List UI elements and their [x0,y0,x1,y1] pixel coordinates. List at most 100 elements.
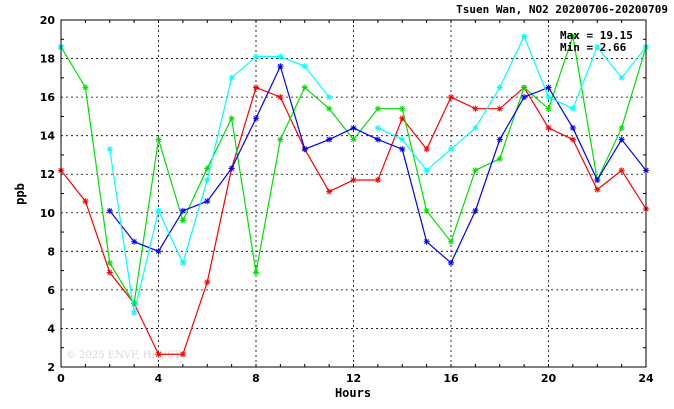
x-tick-label: 8 [252,372,260,385]
data-point [82,198,89,205]
data-point [618,74,625,81]
x-tick-label: 16 [443,372,459,385]
data-point [253,115,259,122]
data-point [545,84,552,91]
data-point [423,146,430,153]
data-point [277,136,284,143]
y-tick-label: 10 [40,207,56,220]
min-label: Min = 2.66 [560,41,627,54]
data-point [472,124,479,131]
data-point [155,351,162,358]
data-point [594,43,601,50]
data-point [228,165,235,172]
data-point [496,105,503,112]
data-point [374,105,381,112]
data-point [374,177,381,184]
data-point [106,207,113,214]
data-point [618,167,625,174]
data-point [594,177,601,184]
data-point [521,94,528,101]
data-point [179,351,186,358]
data-point [374,124,381,131]
data-point [448,146,454,153]
data-point [448,259,454,266]
data-point [301,84,308,91]
data-point [496,155,503,162]
y-tick-label: 6 [47,284,55,297]
data-point [569,105,576,112]
y-tick-label: 8 [47,245,55,258]
data-point [399,136,406,143]
data-point [155,136,162,143]
x-tick-label: 4 [155,372,163,385]
data-point [179,259,186,266]
series-group [58,33,649,358]
data-point [179,207,186,214]
y-tick-label: 12 [40,168,55,181]
data-point [82,84,89,91]
data-point [399,146,406,153]
data-point [253,53,259,60]
data-point [228,115,235,122]
data-point [496,84,503,91]
chart-title: Tsuen Wan, NO2 20200706-20200709 [456,3,668,16]
max-label: Max = 19.15 [560,29,633,42]
watermark: © 2025 ENVF, HKUST [66,350,181,361]
data-point [472,207,479,214]
data-point [569,124,576,131]
data-point [155,248,162,255]
data-point [179,217,186,224]
data-point [569,33,576,40]
data-point [301,146,308,153]
data-point [326,188,333,195]
data-point [448,94,454,101]
data-point [569,136,576,143]
data-point [350,136,357,143]
data-point [106,259,113,266]
data-point [204,198,211,205]
data-point [423,167,430,174]
data-point [350,124,357,131]
data-point [228,74,235,81]
data-point [204,177,211,184]
data-point [326,94,333,101]
data-point [277,63,284,70]
y-axis-label: ppb [13,183,27,205]
data-point [301,63,308,70]
data-point [204,165,211,172]
data-point [326,105,333,112]
x-tick-label: 20 [541,372,557,385]
y-tick-label: 14 [40,130,56,143]
data-point [106,269,113,276]
data-point [618,124,625,131]
data-point [155,207,162,214]
data-point [594,186,601,193]
data-point [545,94,552,101]
data-point [496,136,503,143]
data-point [399,105,406,112]
data-point [106,146,113,153]
x-tick-label: 24 [638,372,654,385]
data-point [253,84,259,91]
data-point [131,310,138,317]
series-line [377,34,647,172]
data-point [545,105,552,112]
y-tick-label: 18 [40,53,55,66]
data-point [618,136,625,143]
x-tick-label: 0 [57,372,65,385]
data-point [350,177,357,184]
y-tick-label: 20 [40,14,56,27]
x-tick-label: 12 [346,372,361,385]
data-point [472,167,479,174]
data-point [545,124,552,131]
data-point [253,269,259,276]
series-4 [58,33,649,317]
y-tick-label: 4 [47,322,55,335]
data-point [448,238,454,245]
data-point [204,279,211,286]
data-point [131,238,138,245]
x-axis-label: Hours [335,386,371,400]
data-point [423,238,430,245]
